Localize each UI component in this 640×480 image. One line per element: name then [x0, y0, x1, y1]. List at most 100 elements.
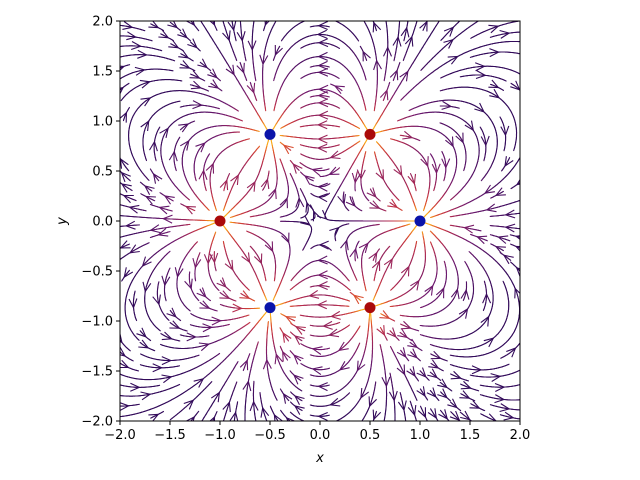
- stream-segment: [289, 331, 292, 334]
- stream-segment: [439, 423, 440, 424]
- stream-segment: [294, 424, 295, 425]
- stream-segment: [158, 329, 161, 332]
- stream-segment: [210, 381, 213, 384]
- stream-segment: [197, 299, 200, 302]
- stream-segment: [215, 411, 218, 414]
- stream-segment: [115, 372, 116, 373]
- stream-segment: [451, 424, 452, 425]
- stream-segment: [280, 409, 282, 412]
- stream-segment: [289, 350, 292, 353]
- stream-segment: [118, 336, 119, 337]
- stream-segment: [468, 251, 471, 253]
- stream-segment: [289, 401, 292, 404]
- stream-segment: [474, 423, 475, 424]
- stream-segment: [218, 352, 221, 355]
- stream-segment: [265, 298, 268, 301]
- stream-segment: [120, 351, 121, 352]
- stream-segment: [280, 313, 283, 315]
- stream-segment: [477, 425, 478, 426]
- stream-segment: [372, 424, 373, 425]
- stream-segment: [465, 425, 466, 426]
- stream-segment: [427, 420, 428, 421]
- stream-segment: [292, 423, 293, 424]
- stream-segment: [291, 422, 292, 423]
- stream-segment: [116, 372, 117, 373]
- stream-segment: [450, 389, 453, 392]
- stream-segment: [360, 423, 361, 424]
- stream-segment: [428, 423, 429, 424]
- stream-segment: [523, 338, 524, 339]
- stream-segment: [280, 424, 281, 425]
- stream-segment: [177, 383, 181, 386]
- stream-segment: [522, 339, 523, 340]
- stream-segment: [117, 373, 118, 374]
- stream-segment: [211, 425, 212, 426]
- stream-segment: [417, 379, 420, 382]
- stream-segment: [212, 423, 213, 424]
- stream-segment: [187, 424, 188, 425]
- stream-segment: [248, 321, 251, 324]
- stream-segment: [190, 422, 191, 423]
- stream-segment: [279, 422, 280, 423]
- stream-segment: [290, 391, 292, 394]
- stream-segment: [272, 298, 275, 301]
- stream-segment: [217, 289, 220, 292]
- stream-segment: [289, 411, 292, 414]
- stream-segment: [281, 425, 282, 426]
- stream-segment: [189, 423, 190, 424]
- stream-segment: [418, 359, 421, 362]
- stream-segment: [522, 340, 523, 341]
- stream-segment: [397, 338, 400, 341]
- stream-segment: [358, 425, 359, 426]
- stream-segment: [268, 423, 269, 424]
- stream-segment: [452, 424, 453, 425]
- stream-segment: [463, 424, 464, 425]
- stream-segment: [524, 336, 525, 337]
- stream-segment: [117, 361, 118, 362]
- stream-segment: [117, 334, 118, 335]
- stream-segment: [439, 379, 442, 381]
- stream-segment: [208, 299, 212, 302]
- stream-segment: [116, 347, 117, 348]
- stream-segment: [306, 422, 307, 423]
- stream-segment: [197, 410, 200, 413]
- stream-segment: [439, 422, 440, 423]
- stream-segment: [137, 338, 140, 341]
- stream-segment: [523, 368, 524, 369]
- stream-segment: [522, 369, 523, 370]
- stream-segment: [116, 332, 117, 333]
- stream-segment: [415, 398, 418, 401]
- stream-segment: [502, 280, 505, 283]
- stream-segment: [372, 423, 373, 424]
- stream-segment: [279, 388, 282, 391]
- stream-segment: [149, 339, 152, 342]
- stream-segment: [252, 299, 256, 302]
- stream-segment: [349, 291, 352, 294]
- stream-segment: [462, 423, 463, 424]
- stream-segment: [161, 410, 165, 413]
- stream-segment: [247, 288, 250, 291]
- stream-segment: [116, 360, 117, 361]
- stream-segment: [295, 425, 296, 426]
- stream-segment: [118, 350, 119, 351]
- stream-segment: [521, 341, 522, 342]
- stream-segment: [200, 423, 201, 424]
- stream-segment: [429, 241, 432, 244]
- stream-segment: [268, 424, 269, 425]
- stream-segment: [429, 230, 432, 233]
- stream-segment: [119, 337, 120, 338]
- stream-segment: [300, 343, 303, 345]
- stream-segment: [289, 370, 292, 373]
- stream-segment: [116, 333, 117, 334]
- stream-segment: [521, 369, 522, 370]
- stream-segment: [131, 359, 134, 362]
- stream-segment: [473, 399, 476, 402]
- stream-segment: [524, 337, 525, 338]
- stream-segment: [228, 289, 231, 292]
- stream-segment: [201, 422, 202, 423]
- stream-segment: [498, 422, 499, 423]
- stream-segment: [289, 288, 292, 291]
- stream-segment: [121, 279, 123, 282]
- stream-segment: [420, 349, 423, 352]
